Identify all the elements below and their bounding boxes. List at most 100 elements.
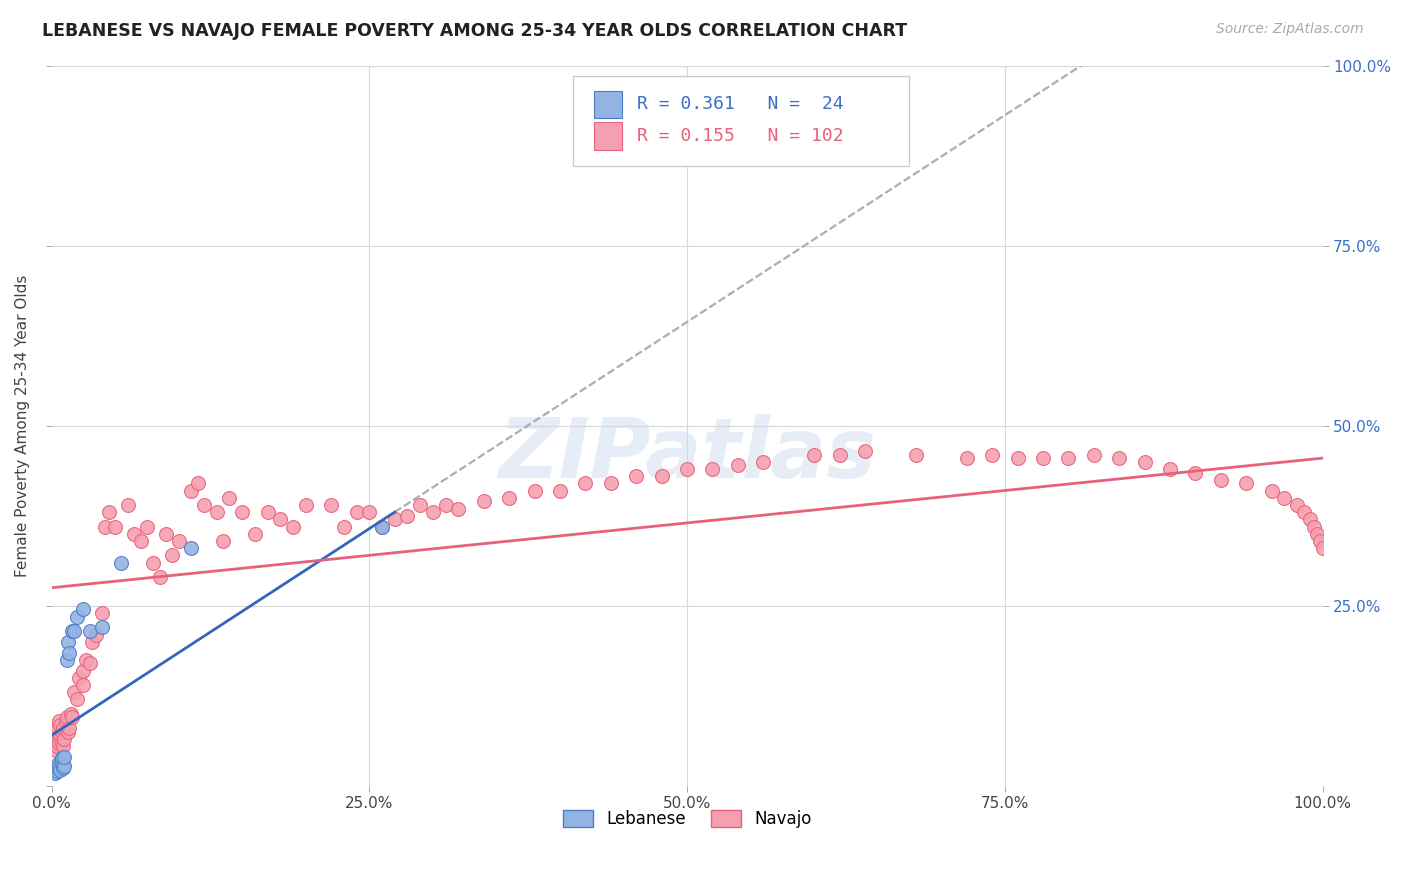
Point [49,717,72,731]
Point [1309,533,1331,548]
Point [51,735,73,749]
Text: R = 0.361   N =  24: R = 0.361 N = 24 [637,95,844,113]
Point [51,756,73,770]
Point [702,462,724,476]
Point [52,761,75,775]
Point [599,476,621,491]
FancyBboxPatch shape [595,122,623,150]
Point [91,606,114,620]
Point [53,731,76,746]
Point [97,505,120,519]
Point [48,758,70,772]
Point [321,498,343,512]
Point [1184,466,1206,480]
Point [66,692,89,706]
Point [55,710,77,724]
Point [72,678,94,692]
Point [155,526,177,541]
Point [1306,526,1329,541]
Point [727,458,749,473]
Text: ZIPatlas: ZIPatlas [498,414,876,495]
Point [422,505,444,519]
Point [45,739,67,754]
Point [1032,451,1054,466]
Point [46,721,69,735]
FancyBboxPatch shape [572,77,910,167]
Point [53,750,76,764]
Point [167,533,190,548]
Point [49,763,72,777]
Point [359,505,381,519]
Point [63,624,86,638]
Point [42,763,65,777]
Point [110,556,132,570]
Point [371,519,394,533]
Point [91,620,114,634]
Point [79,624,101,638]
Point [46,731,69,746]
Point [48,735,70,749]
Point [1083,448,1105,462]
Point [803,448,825,462]
Point [1312,541,1334,555]
Point [1159,462,1181,476]
Point [434,498,457,512]
Point [371,519,394,533]
Point [60,624,83,638]
Point [218,491,240,505]
Point [46,757,69,772]
Point [1302,519,1324,533]
Point [1057,451,1080,466]
Point [269,512,291,526]
Point [243,526,266,541]
Point [384,512,406,526]
Point [752,455,775,469]
Point [180,483,202,498]
Point [1133,455,1156,469]
Point [52,721,75,735]
Point [63,685,86,699]
Point [72,664,94,678]
Point [1299,512,1322,526]
Point [1234,476,1257,491]
Point [651,469,673,483]
Point [148,570,170,584]
Point [51,751,73,765]
Point [1209,473,1232,487]
Point [548,483,571,498]
Point [56,634,79,648]
Text: Source: ZipAtlas.com: Source: ZipAtlas.com [1216,22,1364,37]
Point [60,710,83,724]
Point [44,765,66,780]
Point [142,556,165,570]
Point [55,653,77,667]
Point [1108,451,1130,466]
Point [104,519,127,533]
Point [66,609,89,624]
Text: R = 0.155   N = 102: R = 0.155 N = 102 [637,128,844,145]
Point [904,448,927,462]
Point [212,533,235,548]
Point [624,469,647,483]
Legend: Lebanese, Navajo: Lebanese, Navajo [555,804,818,835]
Point [1274,491,1296,505]
Point [135,519,157,533]
Point [84,627,107,641]
Point [162,549,184,563]
Point [79,657,101,671]
Point [117,498,139,512]
Point [1261,483,1284,498]
Point [59,706,82,721]
Point [75,653,97,667]
Point [396,508,419,523]
Point [180,541,202,555]
Point [122,526,145,541]
Point [129,533,152,548]
Point [1292,505,1315,519]
Point [46,761,69,775]
Point [49,728,72,742]
Y-axis label: Female Poverty Among 25-34 Year Olds: Female Poverty Among 25-34 Year Olds [15,275,30,577]
Point [82,634,104,648]
Point [205,505,228,519]
Point [294,498,316,512]
